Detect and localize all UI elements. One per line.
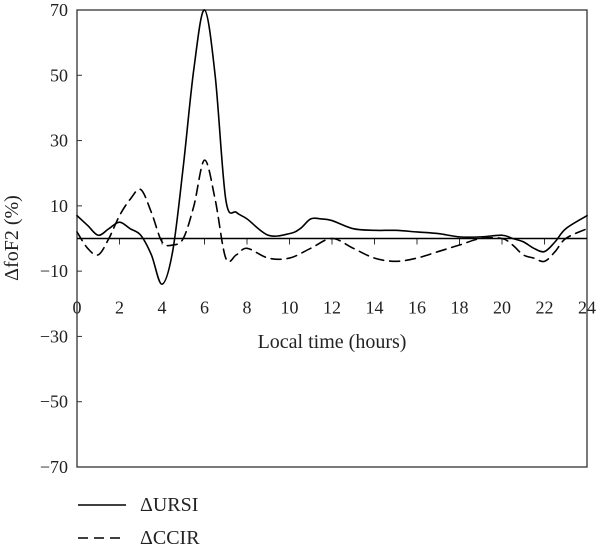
x-tick-label: 14 <box>366 298 384 318</box>
x-tick-label: 24 <box>578 298 596 318</box>
x-tick-label: 20 <box>493 298 511 318</box>
y-tick-label: −10 <box>40 261 68 281</box>
x-tick-label: 2 <box>115 298 124 318</box>
legend-label-ursi: ΔURSI <box>140 494 198 516</box>
y-axis-title: ΔfoF2 (%) <box>1 195 23 281</box>
legend-label-ccir: ΔCCIR <box>140 527 200 549</box>
y-tick-label: −50 <box>40 392 68 412</box>
x-tick-label: 4 <box>158 298 167 318</box>
x-tick-label: 6 <box>200 298 209 318</box>
series-line-ccir <box>76 159 588 263</box>
legend: ΔURSI ΔCCIR <box>78 494 200 549</box>
x-tick-label: 0 <box>73 298 82 318</box>
x-tick-label: 10 <box>281 298 299 318</box>
x-tick-label: 18 <box>451 298 469 318</box>
x-axis-title: Local time (hours) <box>258 331 407 353</box>
y-tick-label: 10 <box>50 196 68 216</box>
y-tick-label: −70 <box>40 457 68 477</box>
y-tick-label: 50 <box>50 65 68 85</box>
x-tick-label: 16 <box>408 298 426 318</box>
series-layer <box>76 9 588 286</box>
y-tick-label: 30 <box>50 131 68 151</box>
x-tick-label: 22 <box>536 298 554 318</box>
x-tick-label: 12 <box>323 298 341 318</box>
y-tick-label: 70 <box>50 0 68 20</box>
x-tick-label: 8 <box>243 298 252 318</box>
y-axis-ticks: 70 50 30 10 −10 −30 −50 −70 <box>40 0 82 477</box>
y-tick-label: −30 <box>40 326 68 346</box>
series-line-ursi <box>76 9 588 286</box>
